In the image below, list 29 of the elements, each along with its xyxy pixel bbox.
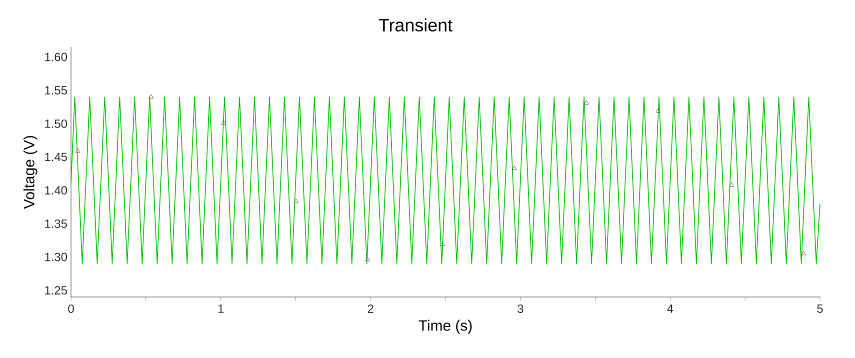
x-tick-label: 2: [368, 304, 374, 313]
line-series: [70, 96, 820, 264]
point: [75, 148, 80, 153]
point: [440, 241, 445, 246]
y-tick-label: 1.55: [45, 86, 67, 94]
point: [512, 165, 517, 170]
x-axis-title: Time (s): [418, 320, 472, 334]
y-tick-label: 1.35: [45, 219, 67, 228]
y-tick-label: 1.45: [45, 152, 67, 162]
x-tick-label: 0: [68, 304, 74, 313]
y-axis-title: Voltage (V): [23, 136, 38, 209]
point: [148, 94, 154, 99]
point: [656, 108, 661, 113]
x-tick-label: 4: [667, 304, 674, 313]
point: [584, 100, 589, 105]
x-tick-label: 5: [817, 304, 823, 313]
point: [294, 198, 299, 204]
point: [801, 250, 806, 256]
point: [221, 120, 226, 125]
point: [729, 182, 734, 187]
point: [365, 256, 370, 262]
chart-title: Transient: [378, 18, 452, 32]
x-tick-label: 1: [218, 304, 224, 313]
y-tick-label: 1.25: [45, 286, 67, 295]
x-tick-label: 3: [518, 304, 524, 313]
y-tick-label: 1.60: [45, 52, 68, 62]
y-tick-label: 1.50: [45, 119, 68, 128]
y-tick-label: 1.30: [45, 252, 68, 262]
y-tick-label: 1.40: [45, 186, 68, 195]
